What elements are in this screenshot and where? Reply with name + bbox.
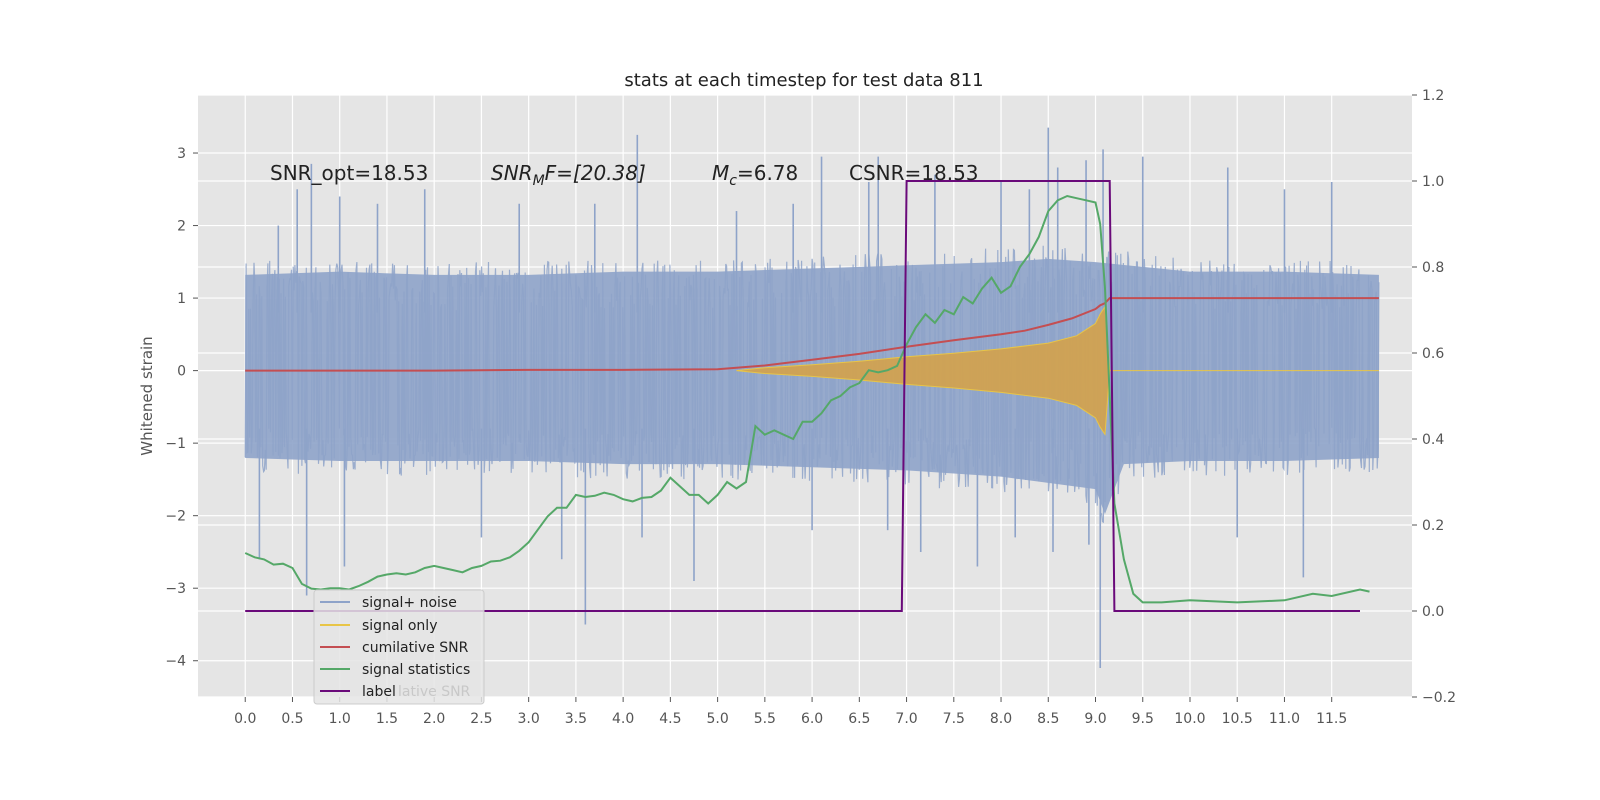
x-tick-label: 0.5 bbox=[281, 711, 303, 727]
label-line bbox=[245, 180, 1360, 612]
legend-label-label: label bbox=[362, 684, 396, 700]
legend-label-signal-only: signal only bbox=[362, 618, 437, 634]
y2-tick-label: 0.6 bbox=[1422, 346, 1444, 362]
legend-box bbox=[313, 589, 485, 705]
x-tick-label: 9.0 bbox=[1084, 711, 1106, 727]
y2-tick-label: −0.2 bbox=[1422, 690, 1456, 706]
x-tick-label: 0.0 bbox=[234, 711, 256, 727]
legend-ghost-text: lative SNR bbox=[398, 684, 471, 700]
annotation-chirp-mass: Mc=6.78 bbox=[712, 161, 798, 189]
y2-tick-label: 1.0 bbox=[1422, 174, 1444, 190]
y-tick-label: −4 bbox=[165, 654, 186, 670]
legend-label-signal-statistics: signal statistics bbox=[362, 662, 470, 678]
x-tick-label: 11.0 bbox=[1269, 711, 1300, 727]
annotations: SNR_opt=18.53 SNRMF=[20.38] Mc=6.78 CSNR… bbox=[270, 161, 979, 189]
y2-tick-label: 0.4 bbox=[1422, 432, 1444, 448]
y-tick-label: −1 bbox=[165, 436, 186, 452]
chart-title: stats at each timestep for test data 811 bbox=[624, 70, 983, 91]
legend: lative SNR signal+ noise signal only cum… bbox=[313, 589, 485, 705]
x-tick-label: 1.0 bbox=[329, 711, 351, 727]
x-tick-label: 5.5 bbox=[754, 711, 776, 727]
y2-tick-label: 1.2 bbox=[1422, 88, 1444, 104]
x-tick-label: 2.0 bbox=[423, 711, 445, 727]
y2-axis-ticks: 1.2 1.0 0.8 0.6 0.4 0.2 0.0 −0.2 bbox=[1412, 88, 1456, 706]
x-tick-label: 6.5 bbox=[848, 711, 870, 727]
x-axis-ticks: 0.0 0.5 1.0 1.5 2.0 2.5 3.0 3.5 4.0 4.5 5.0 5.5 6.0 6… bbox=[234, 697, 1347, 727]
x-tick-label: 4.5 bbox=[659, 711, 681, 727]
x-tick-label: 6.0 bbox=[801, 711, 823, 727]
series-signal-statistics bbox=[244, 194, 1370, 604]
x-tick-label: 10.5 bbox=[1222, 711, 1253, 727]
y-tick-label: −2 bbox=[165, 509, 186, 525]
y-axis-label: Whitened strain bbox=[138, 336, 156, 455]
y-axis-ticks: 3 2 1 0 −1 −2 −3 −4 bbox=[165, 146, 198, 670]
y2-tick-label: 0.2 bbox=[1422, 518, 1444, 534]
x-tick-label: 1.5 bbox=[376, 711, 398, 727]
y-tick-label: 3 bbox=[177, 146, 186, 162]
x-tick-label: 10.0 bbox=[1174, 711, 1205, 727]
x-tick-label: 3.5 bbox=[565, 711, 587, 727]
y2-tick-label: 0.8 bbox=[1422, 260, 1444, 276]
annotation-csnr: CSNR=18.53 bbox=[849, 161, 979, 185]
x-tick-label: 3.0 bbox=[518, 711, 540, 727]
series-cumilative-snr bbox=[245, 297, 1379, 372]
annotation-snr-mf: SNRMF=[20.38] bbox=[491, 161, 646, 189]
y-tick-label: 0 bbox=[177, 364, 186, 380]
series-label bbox=[245, 180, 1360, 612]
x-tick-label: 11.5 bbox=[1316, 711, 1347, 727]
legend-label-cumilative-snr: cumilative SNR bbox=[362, 640, 469, 656]
x-tick-label: 8.5 bbox=[1037, 711, 1059, 727]
signal-only-chirp bbox=[736, 305, 1379, 436]
legend-label-signal-noise: signal+ noise bbox=[362, 595, 457, 611]
series-signal-only bbox=[736, 305, 1379, 436]
x-tick-label: 4.0 bbox=[612, 711, 634, 727]
x-tick-label: 9.5 bbox=[1132, 711, 1154, 727]
cumilative-snr-line bbox=[245, 297, 1379, 372]
x-tick-label: 5.0 bbox=[706, 711, 728, 727]
annotation-snr-opt: SNR_opt=18.53 bbox=[270, 161, 428, 185]
y-tick-label: −3 bbox=[165, 581, 186, 597]
y2-tick-label: 0.0 bbox=[1422, 604, 1444, 620]
x-tick-label: 8.0 bbox=[990, 711, 1012, 727]
x-tick-label: 7.5 bbox=[943, 711, 965, 727]
y-tick-label: 1 bbox=[177, 291, 186, 307]
x-tick-label: 2.5 bbox=[470, 711, 492, 727]
signal-statistics-line bbox=[244, 194, 1370, 604]
y-tick-label: 2 bbox=[177, 219, 186, 235]
x-tick-label: 7.0 bbox=[895, 711, 917, 727]
